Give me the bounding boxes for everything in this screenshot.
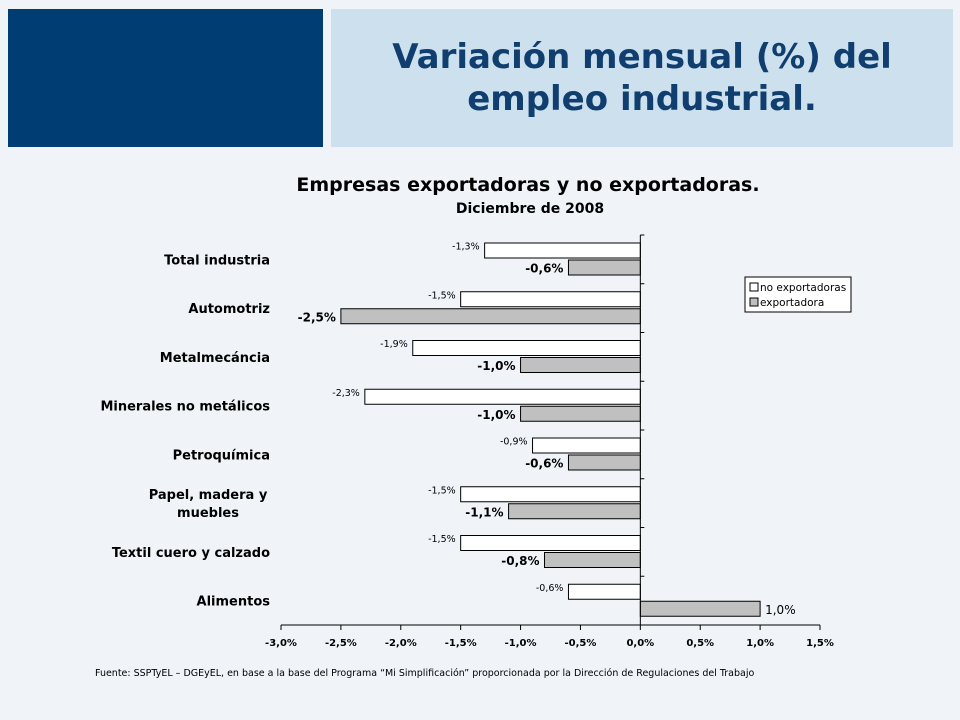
bar-no-exportadoras xyxy=(532,437,641,454)
legend-box xyxy=(744,276,852,313)
bar-exportadora xyxy=(520,357,641,373)
x-tick-label: -0,5% xyxy=(564,638,596,649)
category-label: Papel, madera y xyxy=(149,488,268,503)
data-label: -2,5% xyxy=(298,310,336,324)
bar-no-exportadoras xyxy=(460,291,641,308)
legend-swatch xyxy=(749,282,759,292)
chart-subtitle: Diciembre de 2008 xyxy=(456,201,604,217)
data-label: -1,3% xyxy=(452,242,480,253)
x-tick-label: 0,5% xyxy=(686,638,714,649)
data-label: -1,5% xyxy=(428,534,456,545)
data-label: -1,5% xyxy=(428,485,456,496)
source-note: Fuente: SSPTyEL – DGEyEL, en base a la b… xyxy=(95,668,755,679)
x-tick-label: 1,0% xyxy=(746,638,774,649)
bar-exportadora xyxy=(544,552,641,568)
header-accent-block xyxy=(8,9,323,147)
header-title-panel: Variación mensual (%) del empleo industr… xyxy=(331,9,953,147)
bar-exportadora xyxy=(567,454,641,471)
data-label: -2,3% xyxy=(332,388,360,399)
slide-title: Variación mensual (%) del empleo industr… xyxy=(392,36,892,120)
x-tick-label: -1,0% xyxy=(505,638,537,649)
legend-label: no exportadoras xyxy=(760,282,846,294)
data-label: -1,0% xyxy=(477,408,515,422)
legend-label: exportadora xyxy=(760,297,824,309)
slide-title-line1: Variación mensual (%) del xyxy=(392,37,892,77)
bar-no-exportadoras xyxy=(412,340,641,356)
category-label: Metalmecáncia xyxy=(160,351,270,366)
slide-title-line2: empleo industrial. xyxy=(467,79,817,119)
x-tick-label: 1,5% xyxy=(806,638,834,649)
legend-swatch xyxy=(749,297,759,307)
chart-title: Empresas exportadoras y no exportadoras. xyxy=(296,174,759,196)
data-label: 1,0% xyxy=(765,603,796,617)
x-tick-label: -1,5% xyxy=(445,638,477,649)
category-label: muebles xyxy=(177,506,239,521)
data-label: -1,9% xyxy=(380,339,408,350)
category-label: Alimentos xyxy=(197,595,271,610)
category-label: Total industria xyxy=(164,253,270,268)
x-tick-label: -2,5% xyxy=(325,638,357,649)
data-label: -0,8% xyxy=(501,554,539,568)
category-label: Textil cuero y calzado xyxy=(112,546,270,561)
bar-no-exportadoras xyxy=(567,583,641,600)
bar-exportadora xyxy=(520,405,641,422)
x-tick-label: 0,0% xyxy=(626,638,654,649)
x-tick-label: -2,0% xyxy=(385,638,417,649)
x-tick-label: -3,0% xyxy=(265,638,297,649)
data-label: -1,0% xyxy=(477,359,515,373)
data-label: -0,6% xyxy=(525,457,563,471)
bar-exportadora xyxy=(639,600,761,617)
data-label: -0,6% xyxy=(536,583,564,594)
bar-exportadora xyxy=(508,503,641,520)
bar-no-exportadoras xyxy=(460,486,641,503)
bar-exportadora xyxy=(340,308,641,325)
bar-no-exportadoras xyxy=(484,242,641,259)
bar-no-exportadoras xyxy=(364,388,641,405)
category-label: Petroquímica xyxy=(173,448,270,463)
bar-exportadora xyxy=(567,259,641,276)
category-label: Minerales no metálicos xyxy=(100,400,270,415)
data-label: -0,9% xyxy=(500,437,528,448)
data-label: -1,1% xyxy=(465,505,503,519)
data-label: -1,5% xyxy=(428,290,456,301)
data-label: -0,6% xyxy=(525,262,563,276)
category-label: Automotriz xyxy=(188,302,270,317)
bar-no-exportadoras xyxy=(460,535,641,551)
